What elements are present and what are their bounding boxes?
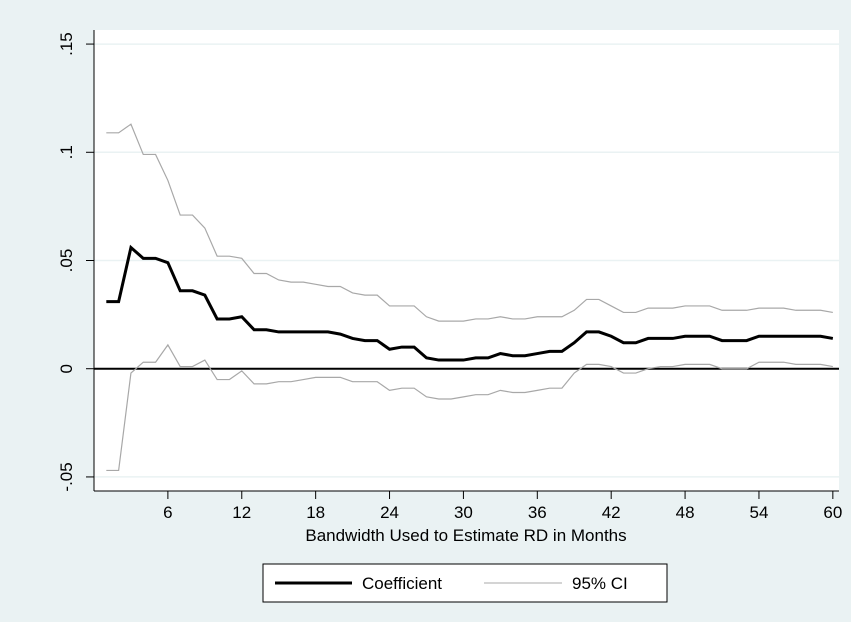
y-tick-label: -.05	[57, 462, 76, 491]
series-line-ci-upper	[106, 123, 833, 322]
legend: Coefficient 95% CI	[262, 563, 668, 603]
x-tick-label: 18	[306, 503, 325, 522]
x-tick-label: 60	[823, 503, 842, 522]
legend-label-coefficient: Coefficient	[362, 574, 442, 593]
x-tick-label: 36	[528, 503, 547, 522]
x-tick-label: 6	[163, 503, 172, 522]
legend-label-ci: 95% CI	[572, 574, 628, 593]
x-tick-label: 12	[232, 503, 251, 522]
series-line-ci-lower	[106, 343, 833, 472]
y-tick-label: 0	[57, 364, 76, 373]
series-line-coefficient	[106, 244, 834, 362]
x-tick-label: 30	[454, 503, 473, 522]
y-tick-label: .15	[57, 32, 76, 56]
y-tick-label: .1	[57, 145, 76, 159]
x-tick-label: 54	[749, 503, 768, 522]
y-axis-ticks: -.05 0 .05 .1 .15	[57, 32, 94, 492]
x-tick-label: 48	[676, 503, 695, 522]
x-tick-label: 42	[602, 503, 621, 522]
x-tick-label: 24	[380, 503, 399, 522]
x-axis-ticks: 6 12 18 24 30 36 42 48 54 60	[163, 491, 842, 522]
series-layer	[106, 123, 834, 472]
x-axis-title: Bandwidth Used to Estimate RD in Months	[305, 526, 626, 545]
y-tick-label: .05	[57, 249, 76, 273]
